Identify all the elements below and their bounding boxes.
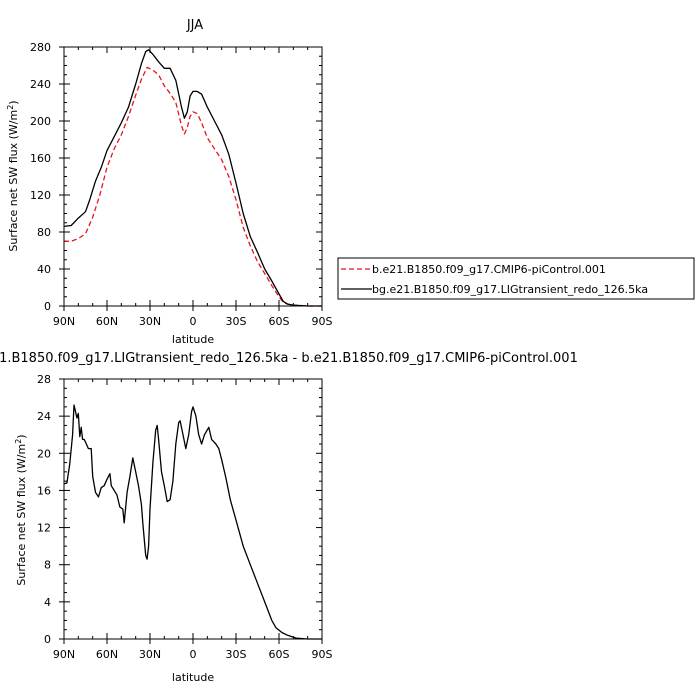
top-x-tick-label: 60N (96, 315, 118, 328)
bottom-y-tick-label: 16 (37, 484, 51, 497)
top-y-tick-label: 280 (30, 41, 51, 54)
bottom-y-tick-label: 0 (44, 633, 51, 646)
legend-box (337, 257, 695, 300)
bottom-chart-ticks: 90N 60N 30N 0 30S 60S 90S 0 4 8 12 16 20 24 28 (37, 373, 333, 661)
bottom-y-tick-label: 4 (44, 596, 51, 609)
bottom-series-line-0 (63, 404, 322, 640)
bottom-x-tick-label: 0 (190, 648, 197, 661)
top-x-tick-label: 30N (139, 315, 161, 328)
top-series-line-1 (63, 49, 322, 307)
top-chart-series (63, 49, 322, 307)
bottom-chart-frame (63, 378, 323, 640)
top-x-tick-label: 0 (190, 315, 197, 328)
bottom-x-tick-label: 90N (53, 648, 75, 661)
top-chart-panel: JJA 90N 60N 30N 0 30S 60S 90S 0 40 80 120 160 200 240… (6, 18, 333, 346)
bottom-chart-ylabel: Surface net SW flux (W/m2) (14, 434, 28, 585)
top-x-tick-label: 30S (226, 315, 247, 328)
bottom-y-tick-label: 24 (37, 410, 51, 423)
top-y-tick-label: 200 (30, 115, 51, 128)
bottom-x-tick-label: 60N (96, 648, 118, 661)
bottom-chart-xlabel: latitude (172, 671, 214, 684)
bottom-y-tick-label: 12 (37, 522, 51, 535)
top-x-tick-label: 60S (269, 315, 290, 328)
top-chart-ylabel: Surface net SW flux (W/m2) (6, 100, 20, 251)
bottom-chart-title: bg.e21.B1850.f09_g17.LIGtransient_redo_1… (0, 351, 578, 366)
top-chart-frame (63, 46, 323, 307)
legend-entry-ligtransient: bg.e21.B1850.f09_g17.LIGtransient_redo_1… (372, 283, 648, 296)
bottom-x-tick-label: 30N (139, 648, 161, 661)
top-y-tick-label: 120 (30, 189, 51, 202)
bottom-x-tick-label: 30S (226, 648, 247, 661)
bottom-chart-series (63, 404, 322, 640)
top-series-line-0 (64, 66, 322, 307)
bottom-y-tick-label: 28 (37, 373, 51, 386)
top-chart-xlabel: latitude (172, 333, 214, 346)
top-y-tick-label: 80 (37, 226, 51, 239)
top-x-tick-label: 90N (53, 315, 75, 328)
top-y-tick-label: 160 (30, 152, 51, 165)
bottom-chart-panel: bg.e21.B1850.f09_g17.LIGtransient_redo_1… (0, 351, 578, 684)
bottom-x-tick-label: 60S (269, 648, 290, 661)
top-y-tick-label: 0 (44, 300, 51, 313)
bottom-y-tick-label: 20 (37, 447, 51, 460)
top-chart-title: JJA (186, 18, 203, 33)
top-x-tick-label: 90S (312, 315, 333, 328)
top-chart-ticks: 90N 60N 30N 0 30S 60S 90S 0 40 80 120 160 200 240 280 (30, 41, 333, 328)
legend-entry-picontrol: b.e21.B1850.f09_g17.CMIP6-piControl.001 (372, 263, 606, 276)
top-y-tick-label: 240 (30, 78, 51, 91)
top-y-tick-label: 40 (37, 263, 51, 276)
bottom-y-tick-label: 8 (44, 559, 51, 572)
bottom-x-tick-label: 90S (312, 648, 333, 661)
legend: b.e21.B1850.f09_g17.CMIP6-piControl.001 … (337, 257, 695, 300)
